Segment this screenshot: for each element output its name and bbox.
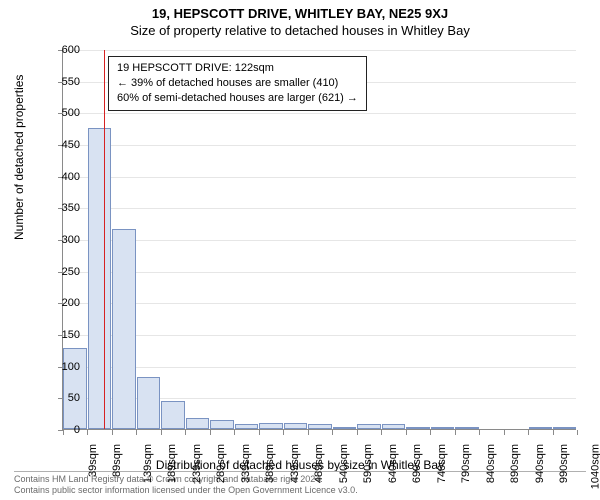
footer-line2: Contains public sector information licen… <box>14 485 586 496</box>
xtick-mark <box>455 430 456 435</box>
xtick-label: 439sqm <box>289 444 301 483</box>
histogram-bar <box>137 377 160 429</box>
xtick-label: 89sqm <box>112 444 124 477</box>
histogram-bar <box>210 420 233 430</box>
xtick-mark <box>283 430 284 435</box>
xtick-mark <box>553 430 554 435</box>
xtick-label: 39sqm <box>87 444 99 477</box>
gridline <box>63 177 576 178</box>
xtick-label: 1040sqm <box>589 444 600 489</box>
xtick-mark <box>430 430 431 435</box>
histogram-bar <box>161 401 184 429</box>
xtick-mark <box>210 430 211 435</box>
ytick-label: 0 <box>40 424 80 436</box>
gridline <box>63 335 576 336</box>
xtick-mark <box>332 430 333 435</box>
histogram-bar <box>88 128 111 429</box>
gridline <box>63 145 576 146</box>
y-axis-title: Number of detached properties <box>12 75 26 240</box>
xtick-label: 239sqm <box>191 444 203 483</box>
page-subtitle: Size of property relative to detached ho… <box>0 21 600 38</box>
xtick-label: 139sqm <box>142 444 154 483</box>
histogram-bar <box>112 229 135 429</box>
xtick-mark <box>504 430 505 435</box>
xtick-mark <box>234 430 235 435</box>
xtick-mark <box>259 430 260 435</box>
xtick-mark <box>357 430 358 435</box>
histogram-bar <box>406 427 429 429</box>
histogram-bar <box>382 424 405 429</box>
gridline <box>63 367 576 368</box>
ytick-label: 50 <box>40 392 80 404</box>
xtick-label: 990sqm <box>558 444 570 483</box>
xtick-label: 740sqm <box>436 444 448 483</box>
plot-area: 19 HEPSCOTT DRIVE: 122sqm← 39% of detach… <box>62 50 576 430</box>
marker-line <box>104 50 105 429</box>
ytick-label: 200 <box>40 297 80 309</box>
ytick-label: 500 <box>40 107 80 119</box>
ytick-label: 100 <box>40 361 80 373</box>
xtick-label: 289sqm <box>216 444 228 483</box>
histogram-bar <box>284 423 307 429</box>
histogram-bar <box>455 427 478 429</box>
xtick-mark <box>406 430 407 435</box>
xtick-label: 189sqm <box>167 444 179 483</box>
histogram-bar <box>235 424 258 429</box>
ytick-label: 250 <box>40 266 80 278</box>
xtick-label: 840sqm <box>485 444 497 483</box>
histogram-bar <box>259 423 282 429</box>
gridline <box>63 208 576 209</box>
xtick-mark <box>185 430 186 435</box>
xtick-label: 640sqm <box>387 444 399 483</box>
histogram-bar <box>333 427 356 429</box>
histogram-bar <box>308 424 331 429</box>
xtick-label: 389sqm <box>264 444 276 483</box>
xtick-label: 890sqm <box>509 444 521 483</box>
gridline <box>63 240 576 241</box>
xtick-mark <box>577 430 578 435</box>
xtick-label: 790sqm <box>460 444 472 483</box>
callout-line3: 60% of semi-detached houses are larger (… <box>117 91 358 106</box>
callout-line1: 19 HEPSCOTT DRIVE: 122sqm <box>117 61 358 76</box>
histogram-chart: 19 HEPSCOTT DRIVE: 122sqm← 39% of detach… <box>62 50 576 430</box>
xtick-mark <box>479 430 480 435</box>
histogram-bar <box>431 427 454 429</box>
ytick-label: 450 <box>40 139 80 151</box>
histogram-bar <box>186 418 209 429</box>
gridline <box>63 303 576 304</box>
gridline <box>63 272 576 273</box>
xtick-mark <box>112 430 113 435</box>
ytick-label: 550 <box>40 76 80 88</box>
xtick-mark <box>381 430 382 435</box>
xtick-label: 940sqm <box>534 444 546 483</box>
xtick-label: 339sqm <box>240 444 252 483</box>
callout-box: 19 HEPSCOTT DRIVE: 122sqm← 39% of detach… <box>108 56 367 111</box>
xtick-label: 540sqm <box>338 444 350 483</box>
xtick-label: 590sqm <box>362 444 374 483</box>
callout-line2: ← 39% of detached houses are smaller (41… <box>117 76 358 91</box>
ytick-label: 300 <box>40 234 80 246</box>
page-title: 19, HEPSCOTT DRIVE, WHITLEY BAY, NE25 9X… <box>0 0 600 21</box>
ytick-label: 600 <box>40 44 80 56</box>
ytick-label: 400 <box>40 171 80 183</box>
xtick-mark <box>161 430 162 435</box>
gridline <box>63 113 576 114</box>
ytick-label: 350 <box>40 202 80 214</box>
histogram-bar <box>529 427 552 429</box>
xtick-mark <box>136 430 137 435</box>
xtick-mark <box>87 430 88 435</box>
ytick-label: 150 <box>40 329 80 341</box>
gridline <box>63 50 576 51</box>
xtick-label: 489sqm <box>313 444 325 483</box>
histogram-bar <box>357 424 380 429</box>
xtick-mark <box>308 430 309 435</box>
xtick-label: 690sqm <box>411 444 423 483</box>
histogram-bar <box>553 427 576 429</box>
xtick-mark <box>528 430 529 435</box>
